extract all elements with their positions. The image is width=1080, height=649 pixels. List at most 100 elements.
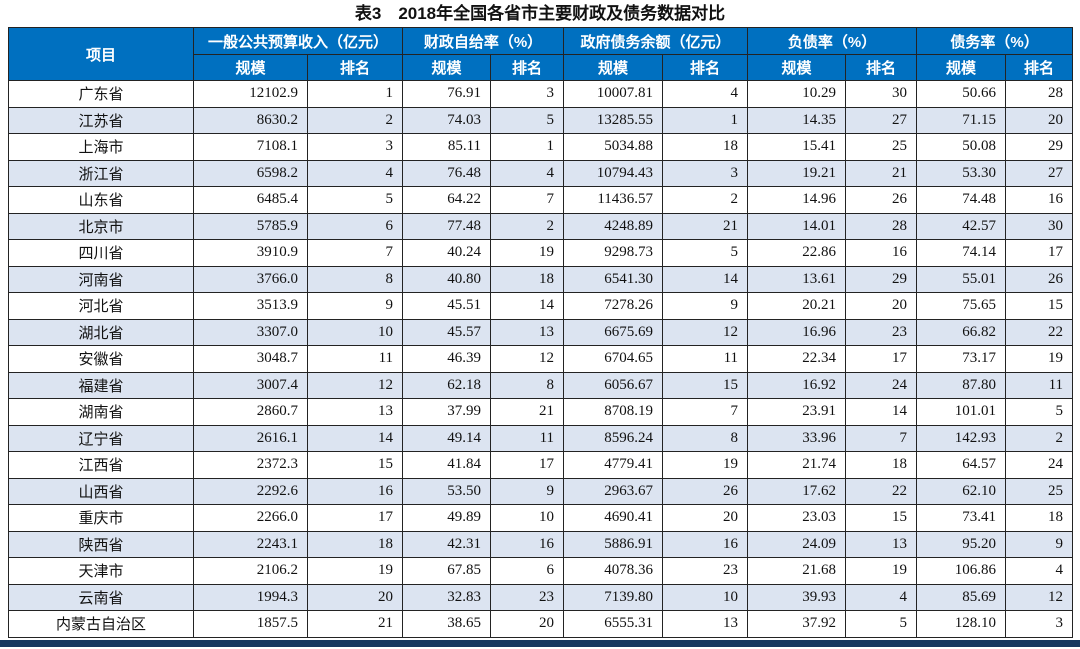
value-cell: 19 bbox=[662, 451, 749, 479]
table-row: 河南省 3766.0 8 40.80 18 6541.30 14 13.61 29 55.01 26 bbox=[8, 265, 1074, 293]
value-cell: 4 bbox=[1005, 557, 1074, 585]
value-cell: 64.22 bbox=[402, 186, 492, 214]
value-cell: 5 bbox=[662, 239, 749, 267]
value-cell: 24 bbox=[1005, 451, 1074, 479]
value-cell: 22 bbox=[1005, 318, 1074, 346]
fiscal-debt-table: 项目 一般公共预算收入（亿元） 财政自给率（%） 政府债务余额（亿元） 负债率（… bbox=[8, 27, 1074, 638]
value-cell: 1 bbox=[306, 80, 404, 108]
value-cell: 10 bbox=[306, 318, 404, 346]
value-cell: 77.48 bbox=[402, 212, 492, 240]
value-cell: 128.10 bbox=[916, 610, 1007, 638]
value-cell: 4690.41 bbox=[563, 504, 664, 532]
value-cell: 28 bbox=[845, 212, 918, 240]
value-cell: 18 bbox=[1005, 504, 1074, 532]
value-cell: 19 bbox=[1005, 345, 1074, 373]
value-cell: 20.21 bbox=[747, 292, 847, 320]
value-cell: 101.01 bbox=[916, 398, 1007, 426]
value-cell: 4 bbox=[845, 583, 918, 611]
value-cell: 11 bbox=[490, 424, 565, 452]
value-cell: 5 bbox=[1005, 398, 1074, 426]
value-cell: 3 bbox=[306, 133, 404, 161]
province-cell: 江西省 bbox=[8, 451, 194, 479]
value-cell: 6675.69 bbox=[563, 318, 664, 346]
value-cell: 15 bbox=[845, 504, 918, 532]
value-cell: 21 bbox=[845, 159, 918, 187]
value-cell: 13 bbox=[490, 318, 565, 346]
value-cell: 13 bbox=[662, 610, 749, 638]
value-cell: 7278.26 bbox=[563, 292, 664, 320]
province-cell: 辽宁省 bbox=[8, 424, 194, 452]
table-row: 安徽省 3048.7 11 46.39 12 6704.65 11 22.34 17 73.17 1… bbox=[8, 345, 1074, 373]
value-cell: 30 bbox=[845, 80, 918, 108]
header-sub-rank: 排名 bbox=[1005, 54, 1074, 81]
value-cell: 16 bbox=[306, 477, 404, 505]
value-cell: 4 bbox=[490, 159, 565, 187]
table-row: 天津市 2106.2 19 67.85 6 4078.36 23 21.68 19 106.86 4 bbox=[8, 557, 1074, 585]
value-cell: 53.50 bbox=[402, 477, 492, 505]
value-cell: 12 bbox=[490, 345, 565, 373]
value-cell: 14 bbox=[662, 265, 749, 293]
value-cell: 2 bbox=[1005, 424, 1074, 452]
value-cell: 16 bbox=[845, 239, 918, 267]
value-cell: 4078.36 bbox=[563, 557, 664, 585]
value-cell: 10.29 bbox=[747, 80, 847, 108]
value-cell: 53.30 bbox=[916, 159, 1007, 187]
value-cell: 30 bbox=[1005, 212, 1074, 240]
value-cell: 15 bbox=[662, 371, 749, 399]
province-cell: 湖南省 bbox=[8, 398, 194, 426]
value-cell: 16.92 bbox=[747, 371, 847, 399]
value-cell: 3766.0 bbox=[193, 265, 308, 293]
value-cell: 95.20 bbox=[916, 530, 1007, 558]
value-cell: 7 bbox=[490, 186, 565, 214]
table-row: 重庆市 2266.0 17 49.89 10 4690.41 20 23.03 15 73.41 1… bbox=[8, 504, 1074, 532]
value-cell: 21.74 bbox=[747, 451, 847, 479]
value-cell: 17 bbox=[306, 504, 404, 532]
bottom-divider-bar bbox=[0, 640, 1080, 647]
value-cell: 40.80 bbox=[402, 265, 492, 293]
value-cell: 12102.9 bbox=[193, 80, 308, 108]
value-cell: 76.91 bbox=[402, 80, 492, 108]
value-cell: 2860.7 bbox=[193, 398, 308, 426]
value-cell: 3307.0 bbox=[193, 318, 308, 346]
value-cell: 25 bbox=[1005, 477, 1074, 505]
province-cell: 河北省 bbox=[8, 292, 194, 320]
value-cell: 23.03 bbox=[747, 504, 847, 532]
value-cell: 27 bbox=[1005, 159, 1074, 187]
value-cell: 5785.9 bbox=[193, 212, 308, 240]
value-cell: 15 bbox=[1005, 292, 1074, 320]
value-cell: 41.84 bbox=[402, 451, 492, 479]
value-cell: 3513.9 bbox=[193, 292, 308, 320]
value-cell: 49.14 bbox=[402, 424, 492, 452]
value-cell: 8 bbox=[490, 371, 565, 399]
value-cell: 6598.2 bbox=[193, 159, 308, 187]
value-cell: 1 bbox=[662, 106, 749, 134]
value-cell: 29 bbox=[1005, 133, 1074, 161]
header-group-government-debt-balance: 政府债务余额（亿元） bbox=[563, 27, 749, 55]
value-cell: 39.93 bbox=[747, 583, 847, 611]
province-cell: 内蒙古自治区 bbox=[8, 610, 194, 638]
table-row: 湖北省 3307.0 10 45.57 13 6675.69 12 16.96 23 66.82 2… bbox=[8, 318, 1074, 346]
value-cell: 62.18 bbox=[402, 371, 492, 399]
table-header: 项目 一般公共预算收入（亿元） 财政自给率（%） 政府债务余额（亿元） 负债率（… bbox=[8, 27, 1074, 81]
header-group-liability-ratio: 负债率（%） bbox=[747, 27, 918, 55]
value-cell: 15 bbox=[306, 451, 404, 479]
header-sub-scale: 规模 bbox=[747, 54, 847, 81]
value-cell: 26 bbox=[662, 477, 749, 505]
province-cell: 广东省 bbox=[8, 80, 194, 108]
value-cell: 14.96 bbox=[747, 186, 847, 214]
value-cell: 9 bbox=[662, 292, 749, 320]
value-cell: 62.10 bbox=[916, 477, 1007, 505]
value-cell: 3007.4 bbox=[193, 371, 308, 399]
value-cell: 7 bbox=[662, 398, 749, 426]
value-cell: 3 bbox=[490, 80, 565, 108]
value-cell: 27 bbox=[845, 106, 918, 134]
value-cell: 66.82 bbox=[916, 318, 1007, 346]
value-cell: 10 bbox=[662, 583, 749, 611]
value-cell: 6541.30 bbox=[563, 265, 664, 293]
value-cell: 142.93 bbox=[916, 424, 1007, 452]
value-cell: 21 bbox=[306, 610, 404, 638]
value-cell: 8630.2 bbox=[193, 106, 308, 134]
province-cell: 浙江省 bbox=[8, 159, 194, 187]
value-cell: 23 bbox=[845, 318, 918, 346]
value-cell: 33.96 bbox=[747, 424, 847, 452]
